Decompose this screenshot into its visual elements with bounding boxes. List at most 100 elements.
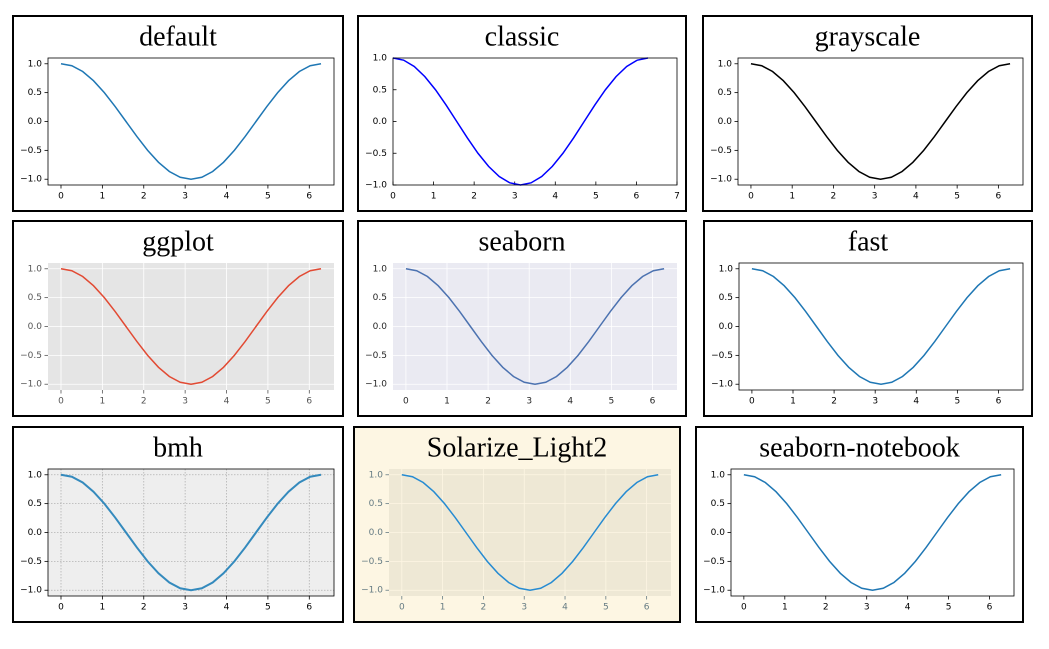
x-tick-label: 3	[512, 192, 518, 202]
y-tick-label: −1.0	[365, 181, 387, 191]
x-tick-label: 1	[100, 192, 106, 202]
x-tick-label: 0	[749, 397, 755, 407]
plot-area	[48, 58, 334, 185]
x-tick-label: 0	[58, 192, 64, 202]
plot-area	[393, 58, 677, 185]
x-tick-label: 4	[913, 397, 919, 407]
panel: default −1.0 −0.5 0.0 0.5 1.0 0 1 2 3 4 5 6	[12, 15, 344, 212]
panel: seaborn −1.0 −0.5 0.0 0.5 1.0 0 1 2 3 4 5 6	[357, 220, 687, 417]
y-tick-label: −0.5	[703, 557, 725, 567]
y-tick-label: 0.0	[718, 117, 733, 127]
x-tick-label: 5	[954, 192, 960, 202]
panel: seaborn-notebook −1.0 −0.5 0.0 0.5 1.0 0 1 2 3 4 5 6	[695, 426, 1024, 623]
x-tick-label: 0	[399, 603, 405, 613]
y-tick-label: −0.5	[20, 557, 42, 567]
x-tick-label: 3	[521, 603, 527, 613]
x-tick-label: 5	[265, 397, 271, 407]
x-tick-label: 3	[872, 397, 878, 407]
y-tick-label: −1.0	[710, 175, 732, 185]
axes-frame	[47, 468, 335, 597]
y-tick-label: −0.5	[361, 557, 383, 567]
y-tick-label: 1.0	[373, 264, 388, 274]
plot-area	[739, 263, 1023, 390]
line	[743, 474, 1002, 591]
x-tick-label: 6	[996, 397, 1002, 407]
x-tick-label: 0	[403, 397, 409, 407]
x-tick-label: 5	[265, 192, 271, 202]
y-tick-label: 1.0	[718, 59, 733, 69]
y-tick-label: −0.5	[710, 146, 732, 156]
x-tick-label: 4	[552, 192, 558, 202]
y-tick-label: −1.0	[711, 380, 733, 390]
line	[751, 268, 1011, 385]
x-tick-label: 5	[946, 603, 952, 613]
x-tick-label: 2	[141, 397, 147, 407]
x-tick-label: 6	[650, 397, 656, 407]
line	[60, 268, 322, 385]
x-tick-label: 0	[58, 397, 64, 407]
x-tick-label: 5	[593, 192, 599, 202]
panel-title: default	[139, 21, 217, 52]
x-tick-label: 3	[182, 603, 188, 613]
x-tick-label: 2	[831, 192, 837, 202]
x-tick-label: 2	[823, 603, 829, 613]
x-tick-label: 6	[634, 192, 640, 202]
y-tick-label: 0.0	[373, 322, 388, 332]
x-tick-label: 5	[955, 397, 961, 407]
y-tick-label: 0.5	[369, 499, 383, 509]
line	[60, 63, 322, 180]
x-tick-label: 4	[224, 192, 230, 202]
x-tick-label: 6	[987, 603, 993, 613]
y-tick-label: 0.0	[369, 528, 384, 538]
panel-title: classic	[485, 21, 560, 52]
x-tick-label: 4	[224, 603, 230, 613]
y-tick-label: 0.0	[28, 322, 43, 332]
x-tick-label: 1	[100, 397, 106, 407]
x-tick-label: 3	[182, 397, 188, 407]
y-tick-label: 1.0	[28, 264, 43, 274]
y-tick-label: 1.0	[719, 264, 734, 274]
y-tick-label: 0.5	[711, 499, 725, 509]
x-tick-label: 6	[644, 603, 650, 613]
y-tick-label: 0.5	[718, 88, 732, 98]
x-tick-label: 5	[265, 603, 271, 613]
y-tick-label: −1.0	[20, 175, 42, 185]
y-tick-label: −0.5	[365, 149, 387, 159]
x-tick-label: 4	[567, 397, 573, 407]
y-tick-label: −0.5	[711, 351, 733, 361]
y-tick-label: −0.5	[20, 146, 42, 156]
x-tick-label: 0	[748, 192, 754, 202]
panel: grayscale −1.0 −0.5 0.0 0.5 1.0 0 1 2 3 4 5 6	[702, 15, 1033, 212]
x-tick-label: 0	[390, 192, 396, 202]
panel-title: seaborn	[478, 226, 565, 257]
panel: classic −1.0 −0.5 0.0 0.5 1.0 0 1 2 3 4 5 6 7	[357, 15, 687, 212]
x-tick-label: 1	[444, 397, 450, 407]
x-tick-label: 4	[224, 397, 230, 407]
x-tick-label: 3	[864, 603, 870, 613]
x-tick-label: 3	[526, 397, 532, 407]
y-tick-label: 1.0	[711, 470, 726, 480]
x-tick-label: 1	[790, 397, 796, 407]
y-tick-label: −1.0	[703, 586, 725, 596]
x-tick-label: 1	[431, 192, 437, 202]
y-tick-label: 0.5	[373, 85, 387, 95]
y-tick-label: 0.0	[719, 322, 734, 332]
x-tick-label: 3	[182, 192, 188, 202]
x-tick-label: 2	[471, 192, 477, 202]
line	[750, 63, 1011, 180]
y-tick-label: 1.0	[28, 470, 43, 480]
x-tick-label: 0	[741, 603, 747, 613]
x-tick-label: 1	[100, 603, 106, 613]
x-tick-label: 6	[306, 397, 312, 407]
x-tick-label: 6	[996, 192, 1002, 202]
axes-frame	[730, 468, 1015, 597]
x-tick-label: 5	[603, 603, 609, 613]
axes-frame	[738, 262, 1024, 391]
y-tick-label: 0.0	[28, 528, 43, 538]
line	[401, 474, 659, 591]
x-tick-label: 2	[831, 397, 837, 407]
y-tick-label: −0.5	[365, 351, 387, 361]
x-tick-label: 2	[481, 603, 487, 613]
x-tick-label: 7	[674, 192, 680, 202]
x-tick-label: 4	[562, 603, 568, 613]
